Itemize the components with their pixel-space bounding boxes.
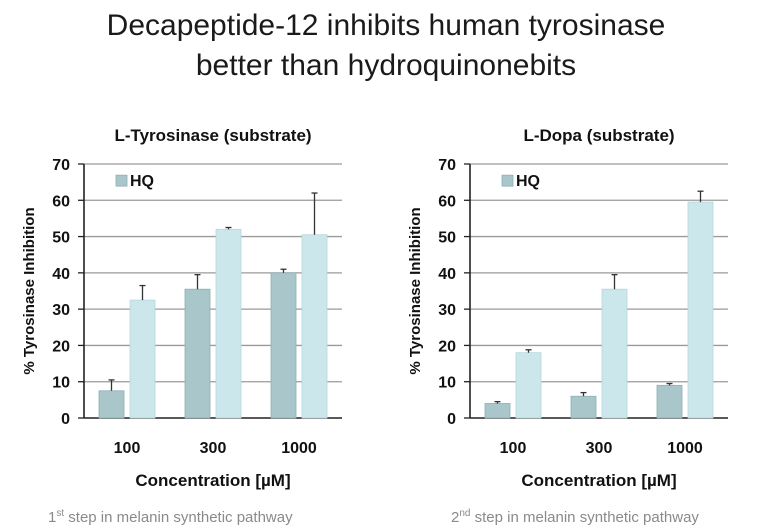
legend-label-hq: HQ <box>130 173 154 190</box>
y-tick-label: 10 <box>52 375 70 392</box>
bar-decapeptide-100 <box>129 299 156 419</box>
y-tick-label: 10 <box>438 375 456 392</box>
bar-decapeptide-1000 <box>687 201 714 419</box>
y-tick-label: 0 <box>447 411 456 428</box>
legend-swatch-hq <box>501 174 514 187</box>
bar-hq-1000 <box>656 384 683 419</box>
legend-swatch-hq <box>115 174 128 187</box>
bar-decapeptide-100 <box>515 352 542 419</box>
bar-hq-1000 <box>270 272 297 419</box>
y-tick-label: 20 <box>438 338 456 355</box>
footnote-text: step in melanin synthetic pathway <box>64 509 293 526</box>
page-title-line-1: Decapeptide-12 inhibits human tyrosinase <box>106 9 666 42</box>
y-tick-label: 30 <box>52 302 70 319</box>
footnote-ordinal: st <box>56 508 65 519</box>
x-tick-label: 1000 <box>667 440 703 457</box>
y-tick-label: 60 <box>52 193 70 210</box>
y-axis-title: % Tyrosinase Inhibition <box>21 207 38 374</box>
y-tick-label: 50 <box>52 230 70 247</box>
footnote-step-2: 2nd step in melanin synthetic pathway <box>451 508 699 526</box>
y-tick-label: 0 <box>61 411 70 428</box>
chart-title: L-Tyrosinase (substrate) <box>114 126 311 145</box>
bar-hq-100 <box>98 390 125 419</box>
bar-decapeptide-300 <box>215 228 242 419</box>
x-tick-label: 1000 <box>281 440 317 457</box>
legend-label-hq: HQ <box>516 173 540 190</box>
y-tick-label: 30 <box>438 302 456 319</box>
x-axis-title: Concentration [µM] <box>135 471 290 490</box>
bar-hq-300 <box>570 395 597 419</box>
chart-panel-l-dopa: L-Dopa (substrate) 0 10 20 30 40 50 60 70 % Tyros… <box>386 110 772 529</box>
bar-hq-100 <box>484 403 511 419</box>
chart-title: L-Dopa (substrate) <box>523 126 674 145</box>
y-tick-label: 50 <box>438 230 456 247</box>
y-axis-title: % Tyrosinase Inhibition <box>407 207 424 374</box>
bar-hq-300 <box>184 288 211 419</box>
footnote-number: 2 <box>451 509 460 526</box>
footnote-ordinal: nd <box>459 508 471 519</box>
chart-l-dopa: L-Dopa (substrate) 0 10 20 30 40 50 60 70 % Tyros… <box>407 126 728 490</box>
chart-l-tyrosinase: L-Tyrosinase (substrate) 0 10 20 30 40 50 60 70%… <box>21 126 342 490</box>
footnote-number: 1 <box>48 509 57 526</box>
footnote-text: step in melanin synthetic pathway <box>470 509 699 526</box>
x-tick-label: 300 <box>586 440 613 457</box>
page-title: Decapeptide-12 inhibits human tyrosinase… <box>0 6 772 86</box>
y-tick-label: 70 <box>52 157 70 174</box>
y-tick-label: 40 <box>52 266 70 283</box>
x-axis-title: Concentration [µM] <box>521 471 676 490</box>
y-tick-label: 40 <box>438 266 456 283</box>
footnote-step-1: 1st step in melanin synthetic pathway <box>48 508 293 526</box>
y-tick-label: 60 <box>438 193 456 210</box>
x-tick-label: 100 <box>500 440 527 457</box>
y-tick-label: 20 <box>52 338 70 355</box>
bar-decapeptide-1000 <box>301 234 328 419</box>
chart-panel-l-tyrosinase: L-Tyrosinase (substrate) 0 10 20 30 40 50 60 70%… <box>0 110 386 529</box>
bar-decapeptide-300 <box>601 288 628 419</box>
x-tick-label: 100 <box>114 440 141 457</box>
x-tick-label: 300 <box>200 440 227 457</box>
page-title-line-2: better than hydroquinonebits <box>195 49 577 82</box>
y-tick-label: 70 <box>438 157 456 174</box>
